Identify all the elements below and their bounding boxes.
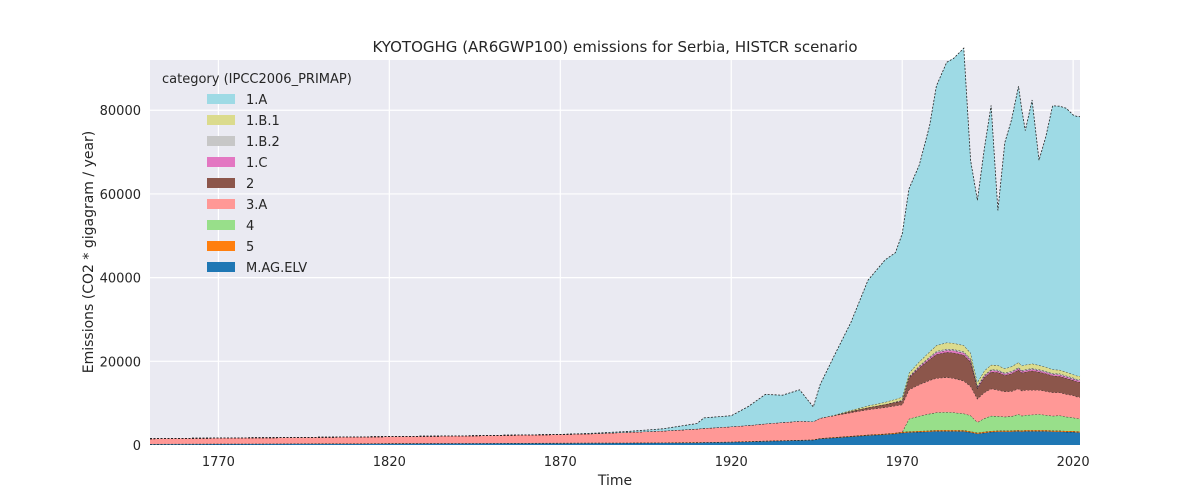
chart-title: KYOTOGHG (AR6GWP100) emissions for Serbi… xyxy=(372,38,857,56)
y-axis-title: Emissions (CO2 * gigagram / year) xyxy=(81,131,97,374)
legend-label-m-ag-elv: M.AG.ELV xyxy=(246,261,307,276)
stacked-areas xyxy=(149,47,1081,445)
legend: category (IPCC2006_PRIMAP) 1.A 1.B.1 1.B.2… xyxy=(162,72,352,276)
legend-swatch-5 xyxy=(207,241,235,251)
legend-label-1-b-1: 1.B.1 xyxy=(246,114,280,129)
legend-label-3-a: 3.A xyxy=(246,198,267,213)
x-tick-label: 1820 xyxy=(373,455,406,470)
x-tick-labels: 1770 1820 1870 1920 1970 2020 xyxy=(202,455,1090,470)
legend-label-1-b-2: 1.B.2 xyxy=(246,135,280,150)
legend-label-4: 4 xyxy=(246,219,254,234)
y-tick-label: 40000 xyxy=(100,272,141,287)
legend-swatch-3-a xyxy=(207,199,235,209)
x-axis-title: Time xyxy=(597,473,632,489)
legend-label-1-c: 1.C xyxy=(246,156,267,171)
legend-label-2: 2 xyxy=(246,177,254,192)
area-3-a xyxy=(150,377,1080,444)
x-tick-label: 1770 xyxy=(202,455,235,470)
legend-label-5: 5 xyxy=(246,240,254,255)
legend-swatch-4 xyxy=(207,220,235,230)
area-1-a xyxy=(150,48,1080,439)
legend-swatch-1-a xyxy=(207,94,235,104)
legend-swatch-1-c xyxy=(207,157,235,167)
area-m-ag-elv xyxy=(150,431,1080,445)
y-tick-label: 20000 xyxy=(100,355,141,370)
y-tick-label: 0 xyxy=(133,439,141,454)
y-tick-labels: 0 20000 40000 60000 80000 xyxy=(100,104,141,454)
y-tick-label: 80000 xyxy=(100,104,141,119)
legend-swatch-1-b-1 xyxy=(207,115,235,125)
x-tick-label: 2020 xyxy=(1057,455,1090,470)
legend-swatch-1-b-2 xyxy=(207,136,235,146)
legend-swatch-m-ag-elv xyxy=(207,262,235,272)
y-tick-label: 60000 xyxy=(100,188,141,203)
x-tick-label: 1920 xyxy=(715,455,748,470)
legend-label-1-a: 1.A xyxy=(246,93,267,108)
x-tick-label: 1870 xyxy=(544,455,577,470)
legend-items: 1.A 1.B.1 1.B.2 1.C 2 3.A 4 5 M.AG.ELV xyxy=(207,93,307,276)
x-tick-label: 1970 xyxy=(886,455,919,470)
area-outline-1-a xyxy=(149,47,1081,440)
legend-swatch-2 xyxy=(207,178,235,188)
legend-title: category (IPCC2006_PRIMAP) xyxy=(162,72,352,87)
